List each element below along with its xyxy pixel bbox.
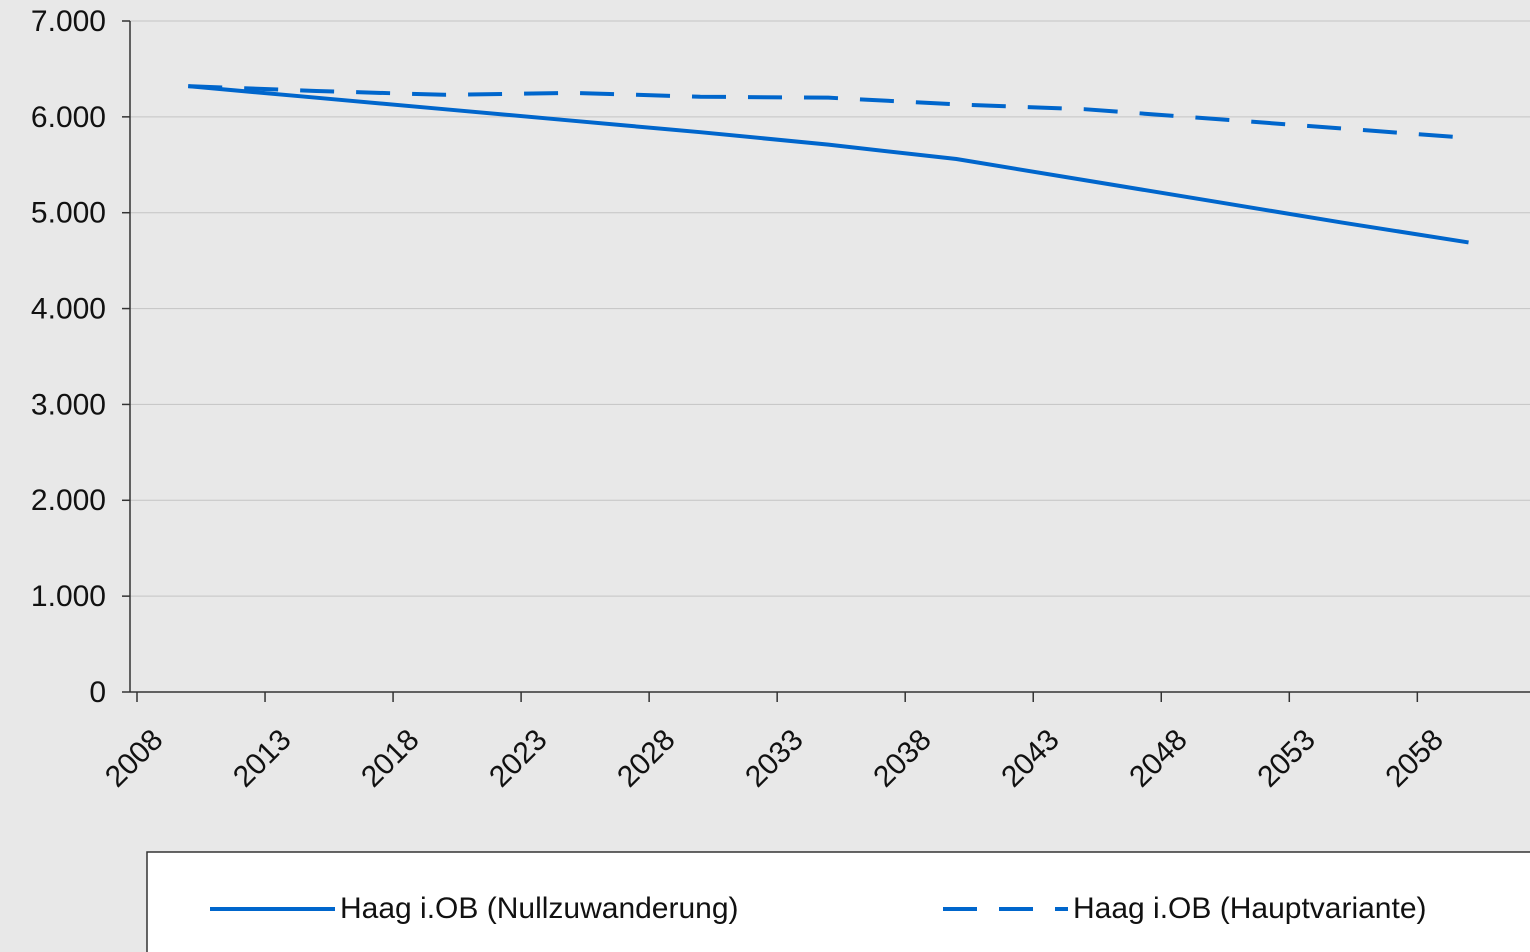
y-tick-label: 2.000 [31,484,106,517]
y-tick-label: 0 [89,676,106,709]
legend-label: Haag i.OB (Nullzuwanderung) [340,892,739,925]
legend-label: Haag i.OB (Hauptvariante) [1073,892,1427,925]
y-tick-label: 1.000 [31,580,106,613]
legend-box [146,851,1530,952]
data-line [188,84,1469,140]
y-tick-label: 7.000 [31,5,106,38]
y-tick-label: 3.000 [31,388,106,421]
y-tick-label: 4.000 [31,292,106,325]
y-tick-label: 6.000 [31,101,106,134]
y-tick-label: 5.000 [31,197,106,230]
data-line [188,84,1469,245]
